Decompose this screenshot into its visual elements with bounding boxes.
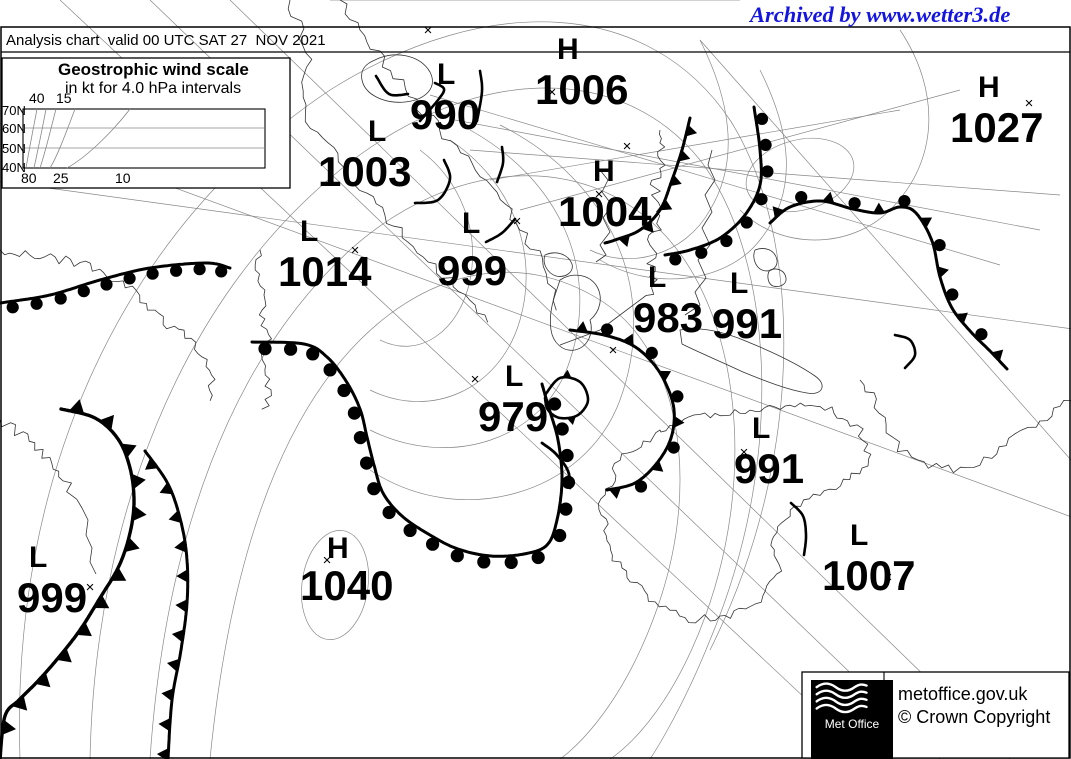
svg-text:×: × [609,342,618,359]
svg-text:×: × [471,371,480,388]
svg-text:×: × [623,138,632,155]
svg-text:×: × [351,242,360,259]
svg-text:×: × [548,84,557,101]
svg-text:×: × [86,579,95,596]
svg-text:×: × [884,569,893,586]
svg-text:×: × [323,552,332,569]
svg-text:×: × [1025,95,1034,112]
svg-text:×: × [513,213,522,230]
svg-text:×: × [424,22,433,39]
svg-text:×: × [595,186,604,203]
svg-text:×: × [740,444,749,461]
